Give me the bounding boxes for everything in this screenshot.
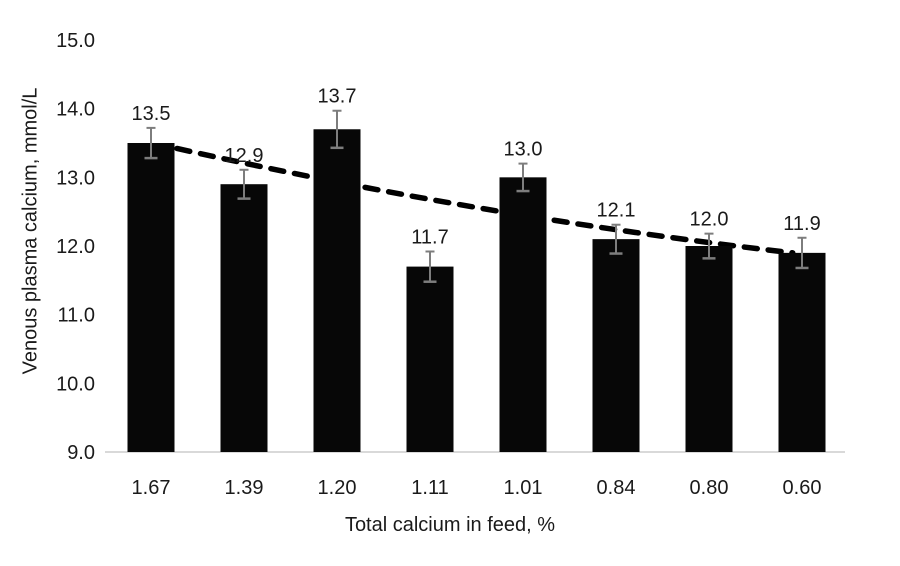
bar [685,246,733,452]
data-label: 12.9 [225,145,264,167]
bar [592,239,640,452]
bar [778,252,826,452]
x-axis-title: Total calcium in feed, % [344,514,556,536]
x-tick-label: 0.60 [783,477,822,499]
x-tick-label: 0.84 [597,477,636,499]
x-tick-label: 1.01 [504,477,543,499]
y-tick-label: 9.0 [67,442,95,464]
y-tick-label: 11.0 [58,305,95,327]
y-tick-label: 10.0 [56,373,95,395]
data-label: 11.7 [411,226,448,248]
bar [406,266,454,452]
data-label: 12.0 [690,209,729,231]
data-label: 13.0 [504,139,543,161]
data-label: 13.7 [318,86,357,108]
x-tick-label: 0.80 [690,477,729,499]
y-tick-label: 14.0 [56,99,95,121]
bar [127,143,175,452]
x-tick-label: 1.11 [411,477,448,499]
bar [499,177,547,453]
y-axis-title: Venous plasma calcium, mmol/L [19,87,42,375]
y-tick-label: 13.0 [56,167,95,189]
x-tick-label: 1.39 [225,477,264,499]
bar [220,184,268,452]
data-label: 13.5 [132,103,171,125]
data-label: 11.9 [783,213,820,235]
trendline-dashed [174,145,796,256]
y-tick-label: 15.0 [56,30,95,52]
bar [313,129,361,452]
y-tick-label: 12.0 [56,236,95,258]
data-label: 12.1 [597,200,636,222]
x-tick-label: 1.67 [132,477,171,499]
x-tick-label: 1.20 [318,477,357,499]
